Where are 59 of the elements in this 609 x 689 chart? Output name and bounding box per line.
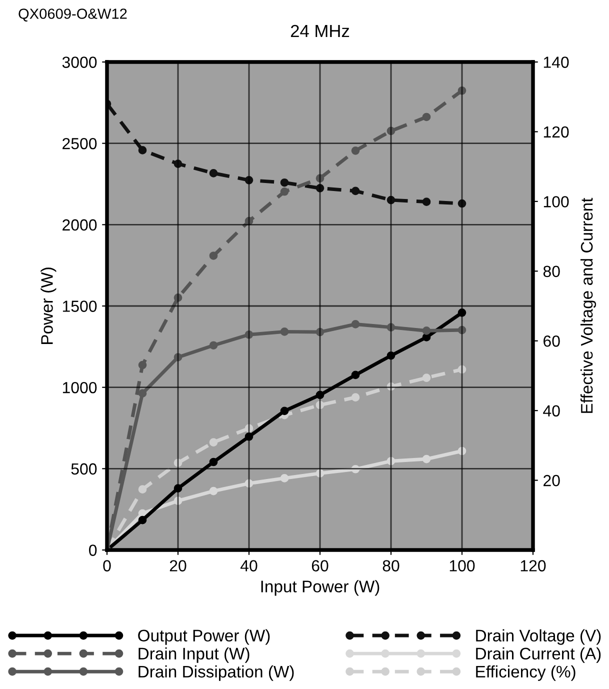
point [209, 341, 218, 350]
point [422, 374, 431, 382]
point [138, 360, 147, 370]
point [138, 516, 147, 524]
legend-label: Drain Current (A) [476, 647, 601, 663]
legend-label: Output Power (W) [138, 629, 270, 645]
y-tick-label: 1500 [62, 300, 97, 312]
x-tick-label: 20 [170, 560, 186, 572]
point [351, 320, 360, 328]
point [138, 146, 147, 154]
text: QX0609-O&W12 [18, 8, 127, 22]
point [209, 438, 218, 446]
point [280, 474, 289, 482]
legend-label: Drain Voltage (V) [476, 629, 601, 645]
x-tick-label: 80 [382, 560, 400, 572]
chart-title: 24 MHz [290, 24, 350, 37]
point [209, 169, 218, 178]
y-tick-label: 2000 [62, 219, 97, 231]
point [138, 485, 147, 494]
y2-tick-label: 100 [544, 196, 569, 208]
legend-label: Drain Input (W) [138, 647, 250, 663]
y-axis-title: Power (W) [40, 268, 56, 344]
point [422, 326, 431, 335]
x-tick-label: 40 [240, 560, 258, 572]
x-tick-label: 120 [520, 560, 546, 572]
y2-tick-label: 60 [544, 335, 560, 347]
point [422, 112, 431, 122]
x-tick-label: 0 [103, 560, 111, 572]
y-tick-label: 1000 [62, 382, 97, 394]
y2-axis-title: Effective Voltage and Current [580, 198, 596, 413]
point [280, 178, 289, 187]
point [209, 252, 218, 260]
point [280, 187, 289, 196]
y2-tick-label: 120 [544, 126, 569, 138]
legend-label: Efficiency (%) [476, 665, 576, 681]
point [351, 370, 360, 380]
x-tick-label: 60 [312, 560, 328, 572]
point [351, 393, 360, 402]
point [422, 198, 431, 206]
point [422, 454, 431, 464]
y2-tick-label: 80 [543, 266, 560, 278]
point [138, 389, 147, 398]
point [351, 186, 360, 196]
y2-tick-label: 140 [544, 56, 569, 68]
y-tick-label: 500 [71, 463, 97, 475]
y-tick-label: 2500 [62, 138, 97, 150]
point [422, 333, 431, 342]
y2-tick-label: 20 [544, 474, 560, 486]
x-tick-label: 100 [450, 560, 475, 572]
legend-label: Drain Dissipation (W) [138, 665, 294, 681]
x-axis-title: Input Power (W) [261, 580, 380, 596]
y-tick-label: 0 [89, 544, 97, 556]
point [209, 486, 218, 496]
point [351, 146, 360, 155]
point [209, 458, 218, 466]
point [280, 328, 289, 336]
point [280, 406, 289, 416]
y2-tick-label: 40 [543, 405, 560, 417]
y-tick-label: 3000 [62, 56, 97, 68]
